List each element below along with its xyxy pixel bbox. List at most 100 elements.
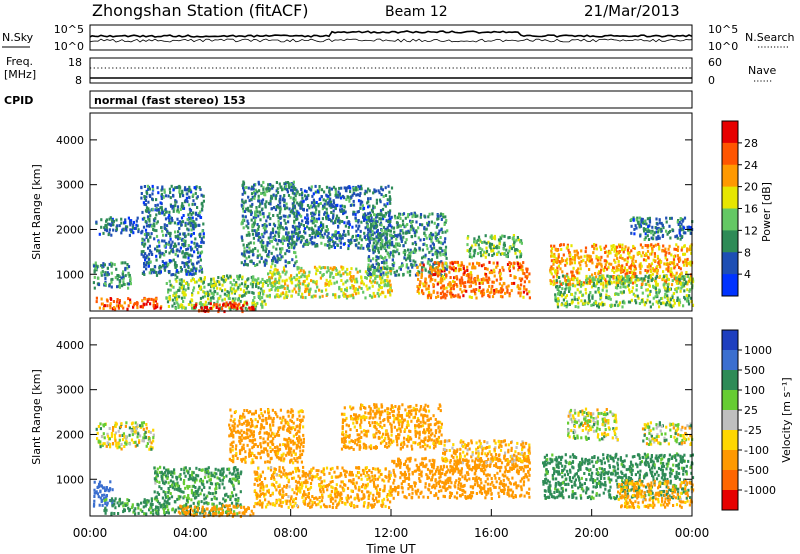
power-cell: [559, 290, 562, 294]
power-cell: [182, 206, 185, 210]
power-cell: [185, 188, 188, 192]
power-cell: [306, 208, 309, 212]
power-cell: [192, 288, 195, 292]
power-cell: [379, 243, 382, 247]
power-cell: [328, 188, 331, 192]
power-cell: [306, 275, 309, 279]
power-cell: [194, 211, 198, 215]
power-cell: [437, 240, 440, 244]
power-cell: [607, 275, 611, 278]
power-cell: [378, 274, 382, 278]
power-cell: [667, 230, 670, 234]
power-cell: [675, 287, 678, 290]
power-cell: [363, 236, 366, 240]
power-cell: [317, 227, 320, 231]
power-cell: [378, 213, 381, 217]
power-cell: [394, 216, 397, 220]
power-cell: [622, 276, 625, 280]
power-cell: [649, 289, 652, 293]
power-cell: [170, 249, 173, 252]
power-cell: [398, 266, 401, 270]
power-cell: [364, 276, 367, 279]
power-cell: [279, 221, 282, 225]
power-cell: [381, 276, 384, 280]
power-cell: [414, 215, 417, 218]
power-cell: [259, 212, 262, 216]
power-cell: [615, 269, 618, 273]
power-cell: [638, 277, 641, 281]
power-cell: [168, 214, 171, 217]
power-cell: [301, 273, 304, 277]
power-cell: [428, 263, 431, 267]
power-cell: [426, 294, 430, 298]
power-cell: [652, 233, 655, 237]
power-cell: [628, 266, 631, 270]
power-cell: [124, 218, 127, 222]
power-cell: [567, 287, 571, 291]
power-cell: [583, 254, 586, 258]
power-cell: [256, 210, 259, 214]
power-cell: [443, 240, 446, 244]
power-cell: [275, 238, 278, 242]
power-cell: [235, 281, 238, 285]
power-cell: [517, 284, 520, 288]
power-cell: [113, 263, 116, 267]
power-cell: [676, 263, 679, 267]
power-cell: [195, 280, 198, 284]
power-cell: [386, 202, 389, 206]
power-cell: [444, 251, 447, 255]
power-cell: [516, 236, 519, 239]
power-cell: [195, 243, 199, 247]
power-cell: [335, 195, 338, 199]
power-cell: [430, 258, 433, 262]
power-cell: [275, 181, 278, 184]
power-cell: [161, 187, 164, 191]
power-cell: [487, 280, 490, 284]
power-cell: [312, 192, 315, 196]
power-cell: [395, 269, 398, 273]
power-cell: [238, 302, 241, 306]
power-cell: [506, 263, 510, 266]
power-cell: [322, 273, 325, 276]
power-cell: [599, 276, 602, 280]
power-cell: [387, 223, 390, 227]
power-cell: [367, 205, 370, 209]
power-cell: [264, 202, 267, 206]
power-cell: [424, 255, 427, 259]
power-cell: [274, 295, 277, 299]
power-cell: [632, 257, 635, 261]
power-cell: [196, 261, 199, 265]
power-cell: [517, 287, 520, 291]
power-cell: [441, 290, 444, 294]
power-cell: [195, 217, 198, 221]
power-cell: [643, 254, 646, 257]
power-cell: [154, 306, 157, 310]
power-cell: [320, 241, 323, 245]
power-cell: [444, 296, 447, 300]
power-cell: [492, 244, 496, 248]
power-cell: [301, 219, 304, 223]
power-cell: [184, 293, 187, 297]
power-cell: [241, 294, 244, 298]
power-cell: [429, 277, 432, 281]
power-cell: [252, 241, 256, 245]
power-cell: [559, 267, 562, 271]
power-cell: [652, 258, 655, 262]
power-cell: [483, 240, 486, 244]
power-cell: [199, 235, 202, 239]
power-cell: [289, 279, 292, 283]
power-cell: [100, 273, 103, 277]
power-cell: [213, 284, 216, 287]
power-cell: [429, 265, 432, 269]
power-cell: [401, 229, 404, 232]
power-cell: [661, 235, 664, 238]
power-cell: [275, 247, 278, 251]
power-cell: [366, 243, 370, 246]
power-cell: [261, 207, 264, 211]
power-cell: [244, 191, 247, 195]
power-cell: [256, 249, 259, 253]
power-cell: [172, 285, 175, 289]
power-cell: [298, 213, 301, 217]
power-cell: [281, 291, 284, 295]
